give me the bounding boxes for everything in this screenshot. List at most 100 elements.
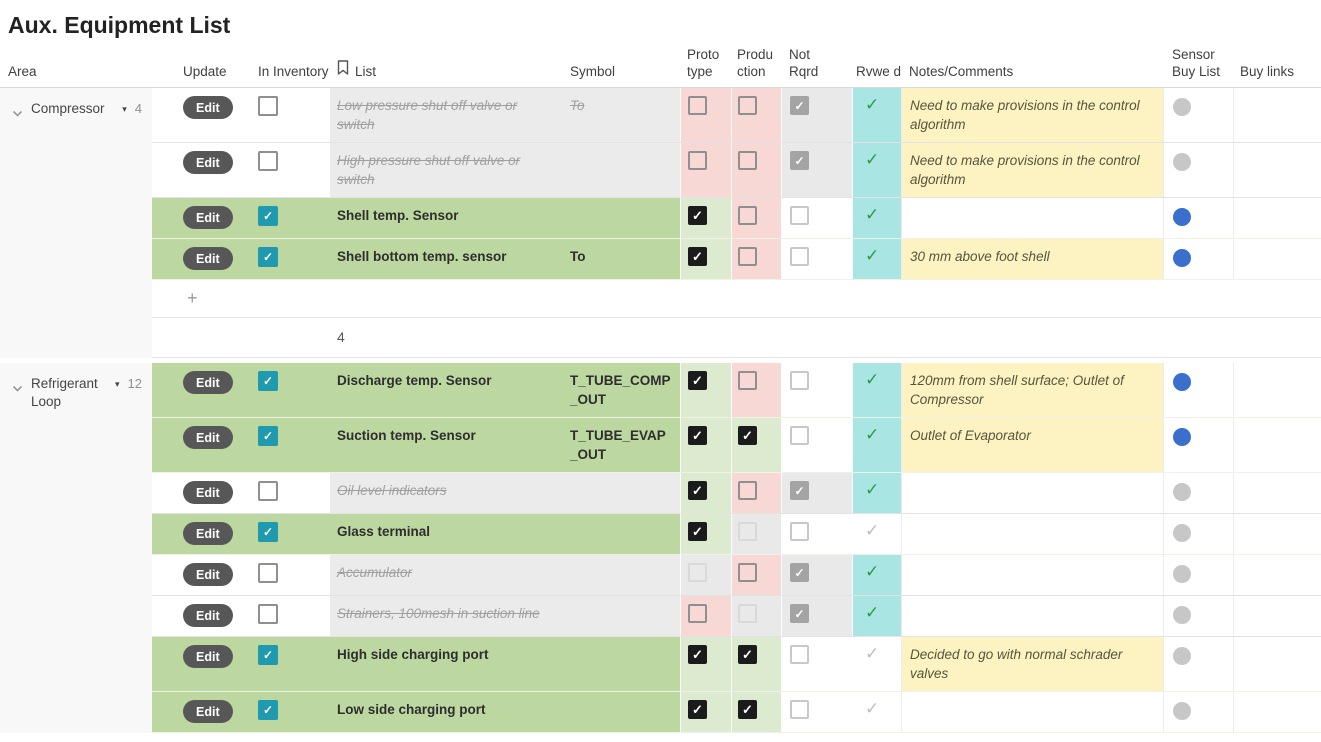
notes-cell[interactable] bbox=[901, 555, 1163, 595]
production-checkbox[interactable] bbox=[738, 151, 757, 170]
edit-button[interactable]: Edit bbox=[183, 96, 233, 119]
edit-button[interactable]: Edit bbox=[183, 645, 233, 668]
not-rqrd-checkbox[interactable] bbox=[790, 206, 809, 225]
prototype-checkbox[interactable] bbox=[688, 563, 707, 582]
column-header-symbol[interactable]: Symbol bbox=[570, 64, 616, 79]
prototype-checkbox[interactable]: ✓ bbox=[688, 700, 707, 719]
production-checkbox[interactable]: ✓ bbox=[738, 645, 757, 664]
edit-button[interactable]: Edit bbox=[183, 371, 233, 394]
list-cell[interactable]: Suction temp. Sensor bbox=[330, 418, 567, 472]
sensor-buy-list-dot[interactable] bbox=[1173, 647, 1191, 665]
not-rqrd-checkbox[interactable] bbox=[790, 247, 809, 266]
list-cell[interactable]: High side charging port bbox=[330, 637, 567, 691]
edit-button[interactable]: Edit bbox=[183, 522, 233, 545]
production-checkbox[interactable]: ✓ bbox=[738, 700, 757, 719]
add-row-button[interactable]: + bbox=[152, 280, 1321, 318]
not-rqrd-checkbox[interactable] bbox=[790, 700, 809, 719]
column-header-notes-comments[interactable]: Notes/Comments bbox=[909, 64, 1014, 79]
symbol-cell[interactable]: T_TUBE_EVAP_OUT bbox=[567, 418, 680, 472]
list-cell[interactable]: Oil level indicators bbox=[330, 473, 567, 513]
buy-links-cell[interactable] bbox=[1233, 143, 1321, 197]
sensor-buy-list-dot[interactable] bbox=[1173, 565, 1191, 583]
list-cell[interactable]: Strainers, 100mesh in suction line bbox=[330, 596, 567, 636]
sensor-buy-list-dot[interactable] bbox=[1173, 428, 1191, 446]
notes-cell[interactable] bbox=[901, 473, 1163, 513]
rvwed-check-icon[interactable]: ✓ bbox=[865, 521, 880, 540]
prototype-checkbox[interactable] bbox=[688, 604, 707, 623]
production-checkbox[interactable] bbox=[738, 371, 757, 390]
buy-links-cell[interactable] bbox=[1233, 514, 1321, 554]
list-cell[interactable]: Shell temp. Sensor bbox=[330, 198, 567, 238]
sensor-buy-list-dot[interactable] bbox=[1173, 98, 1191, 116]
list-cell[interactable]: Low side charging port bbox=[330, 692, 567, 732]
group-count-dropdown-icon[interactable]: ▾ bbox=[122, 104, 127, 114]
not-rqrd-checkbox[interactable]: ✓ bbox=[790, 151, 809, 170]
rvwed-check-icon[interactable]: ✓ bbox=[865, 246, 880, 265]
edit-button[interactable]: Edit bbox=[183, 604, 233, 627]
in-inventory-checkbox[interactable]: ✓ bbox=[258, 700, 278, 720]
in-inventory-checkbox[interactable] bbox=[258, 151, 278, 171]
prototype-checkbox[interactable] bbox=[688, 151, 707, 170]
buy-links-cell[interactable] bbox=[1233, 239, 1321, 279]
rvwed-check-icon[interactable]: ✓ bbox=[865, 370, 880, 389]
sensor-buy-list-dot[interactable] bbox=[1173, 153, 1191, 171]
not-rqrd-checkbox[interactable]: ✓ bbox=[790, 481, 809, 500]
symbol-cell[interactable] bbox=[567, 514, 680, 554]
prototype-checkbox[interactable]: ✓ bbox=[688, 481, 707, 500]
notes-cell[interactable]: Outlet of Evaporator bbox=[901, 418, 1163, 472]
notes-cell[interactable] bbox=[901, 198, 1163, 238]
production-checkbox[interactable] bbox=[738, 563, 757, 582]
column-header-not-rqrd[interactable]: Not Rqrd bbox=[789, 47, 819, 79]
in-inventory-checkbox[interactable] bbox=[258, 604, 278, 624]
prototype-checkbox[interactable]: ✓ bbox=[688, 371, 707, 390]
rvwed-check-icon[interactable]: ✓ bbox=[865, 562, 880, 581]
in-inventory-checkbox[interactable]: ✓ bbox=[258, 371, 278, 391]
buy-links-cell[interactable] bbox=[1233, 637, 1321, 691]
production-checkbox[interactable] bbox=[738, 481, 757, 500]
production-checkbox[interactable] bbox=[738, 522, 757, 541]
group-collapse-chevron-icon[interactable] bbox=[12, 105, 23, 123]
not-rqrd-checkbox[interactable] bbox=[790, 371, 809, 390]
column-header-list[interactable]: List bbox=[330, 60, 567, 80]
column-header-area[interactable]: Area bbox=[8, 64, 37, 79]
production-checkbox[interactable] bbox=[738, 96, 757, 115]
column-header-buy-links[interactable]: Buy links bbox=[1240, 64, 1295, 79]
edit-button[interactable]: Edit bbox=[183, 481, 233, 504]
list-cell[interactable]: High pressure shut off valve or switch bbox=[330, 143, 567, 197]
rvwed-check-icon[interactable]: ✓ bbox=[865, 425, 880, 444]
symbol-cell[interactable] bbox=[567, 198, 680, 238]
notes-cell[interactable]: 120mm from shell surface; Outlet of Comp… bbox=[901, 363, 1163, 417]
notes-cell[interactable] bbox=[901, 596, 1163, 636]
list-cell[interactable]: Discharge temp. Sensor bbox=[330, 363, 567, 417]
buy-links-cell[interactable] bbox=[1233, 363, 1321, 417]
production-checkbox[interactable] bbox=[738, 247, 757, 266]
prototype-checkbox[interactable]: ✓ bbox=[688, 206, 707, 225]
buy-links-cell[interactable] bbox=[1233, 692, 1321, 732]
group-collapse-chevron-icon[interactable] bbox=[12, 380, 23, 398]
edit-button[interactable]: Edit bbox=[183, 151, 233, 174]
notes-cell[interactable]: Need to make provisions in the control a… bbox=[901, 143, 1163, 197]
edit-button[interactable]: Edit bbox=[183, 206, 233, 229]
rvwed-check-icon[interactable]: ✓ bbox=[865, 205, 880, 224]
column-header-in-inventory[interactable]: In Inventory bbox=[258, 64, 329, 79]
edit-button[interactable]: Edit bbox=[183, 700, 233, 723]
list-cell[interactable]: Accumulator bbox=[330, 555, 567, 595]
prototype-checkbox[interactable] bbox=[688, 96, 707, 115]
sensor-buy-list-dot[interactable] bbox=[1173, 606, 1191, 624]
rvwed-check-icon[interactable]: ✓ bbox=[865, 480, 880, 499]
rvwed-check-icon[interactable]: ✓ bbox=[865, 699, 880, 718]
prototype-checkbox[interactable]: ✓ bbox=[688, 522, 707, 541]
not-rqrd-checkbox[interactable]: ✓ bbox=[790, 563, 809, 582]
symbol-cell[interactable] bbox=[567, 473, 680, 513]
notes-cell[interactable]: Decided to go with normal schrader valve… bbox=[901, 637, 1163, 691]
column-header-rvwed[interactable]: Rvwe d bbox=[856, 64, 902, 79]
in-inventory-checkbox[interactable] bbox=[258, 96, 278, 116]
notes-cell[interactable]: Need to make provisions in the control a… bbox=[901, 88, 1163, 142]
not-rqrd-checkbox[interactable] bbox=[790, 522, 809, 541]
rvwed-check-icon[interactable]: ✓ bbox=[865, 603, 880, 622]
buy-links-cell[interactable] bbox=[1233, 596, 1321, 636]
sensor-buy-list-dot[interactable] bbox=[1173, 208, 1191, 226]
in-inventory-checkbox[interactable] bbox=[258, 563, 278, 583]
prototype-checkbox[interactable]: ✓ bbox=[688, 247, 707, 266]
list-cell[interactable]: Low pressure shut off valve or switch bbox=[330, 88, 567, 142]
